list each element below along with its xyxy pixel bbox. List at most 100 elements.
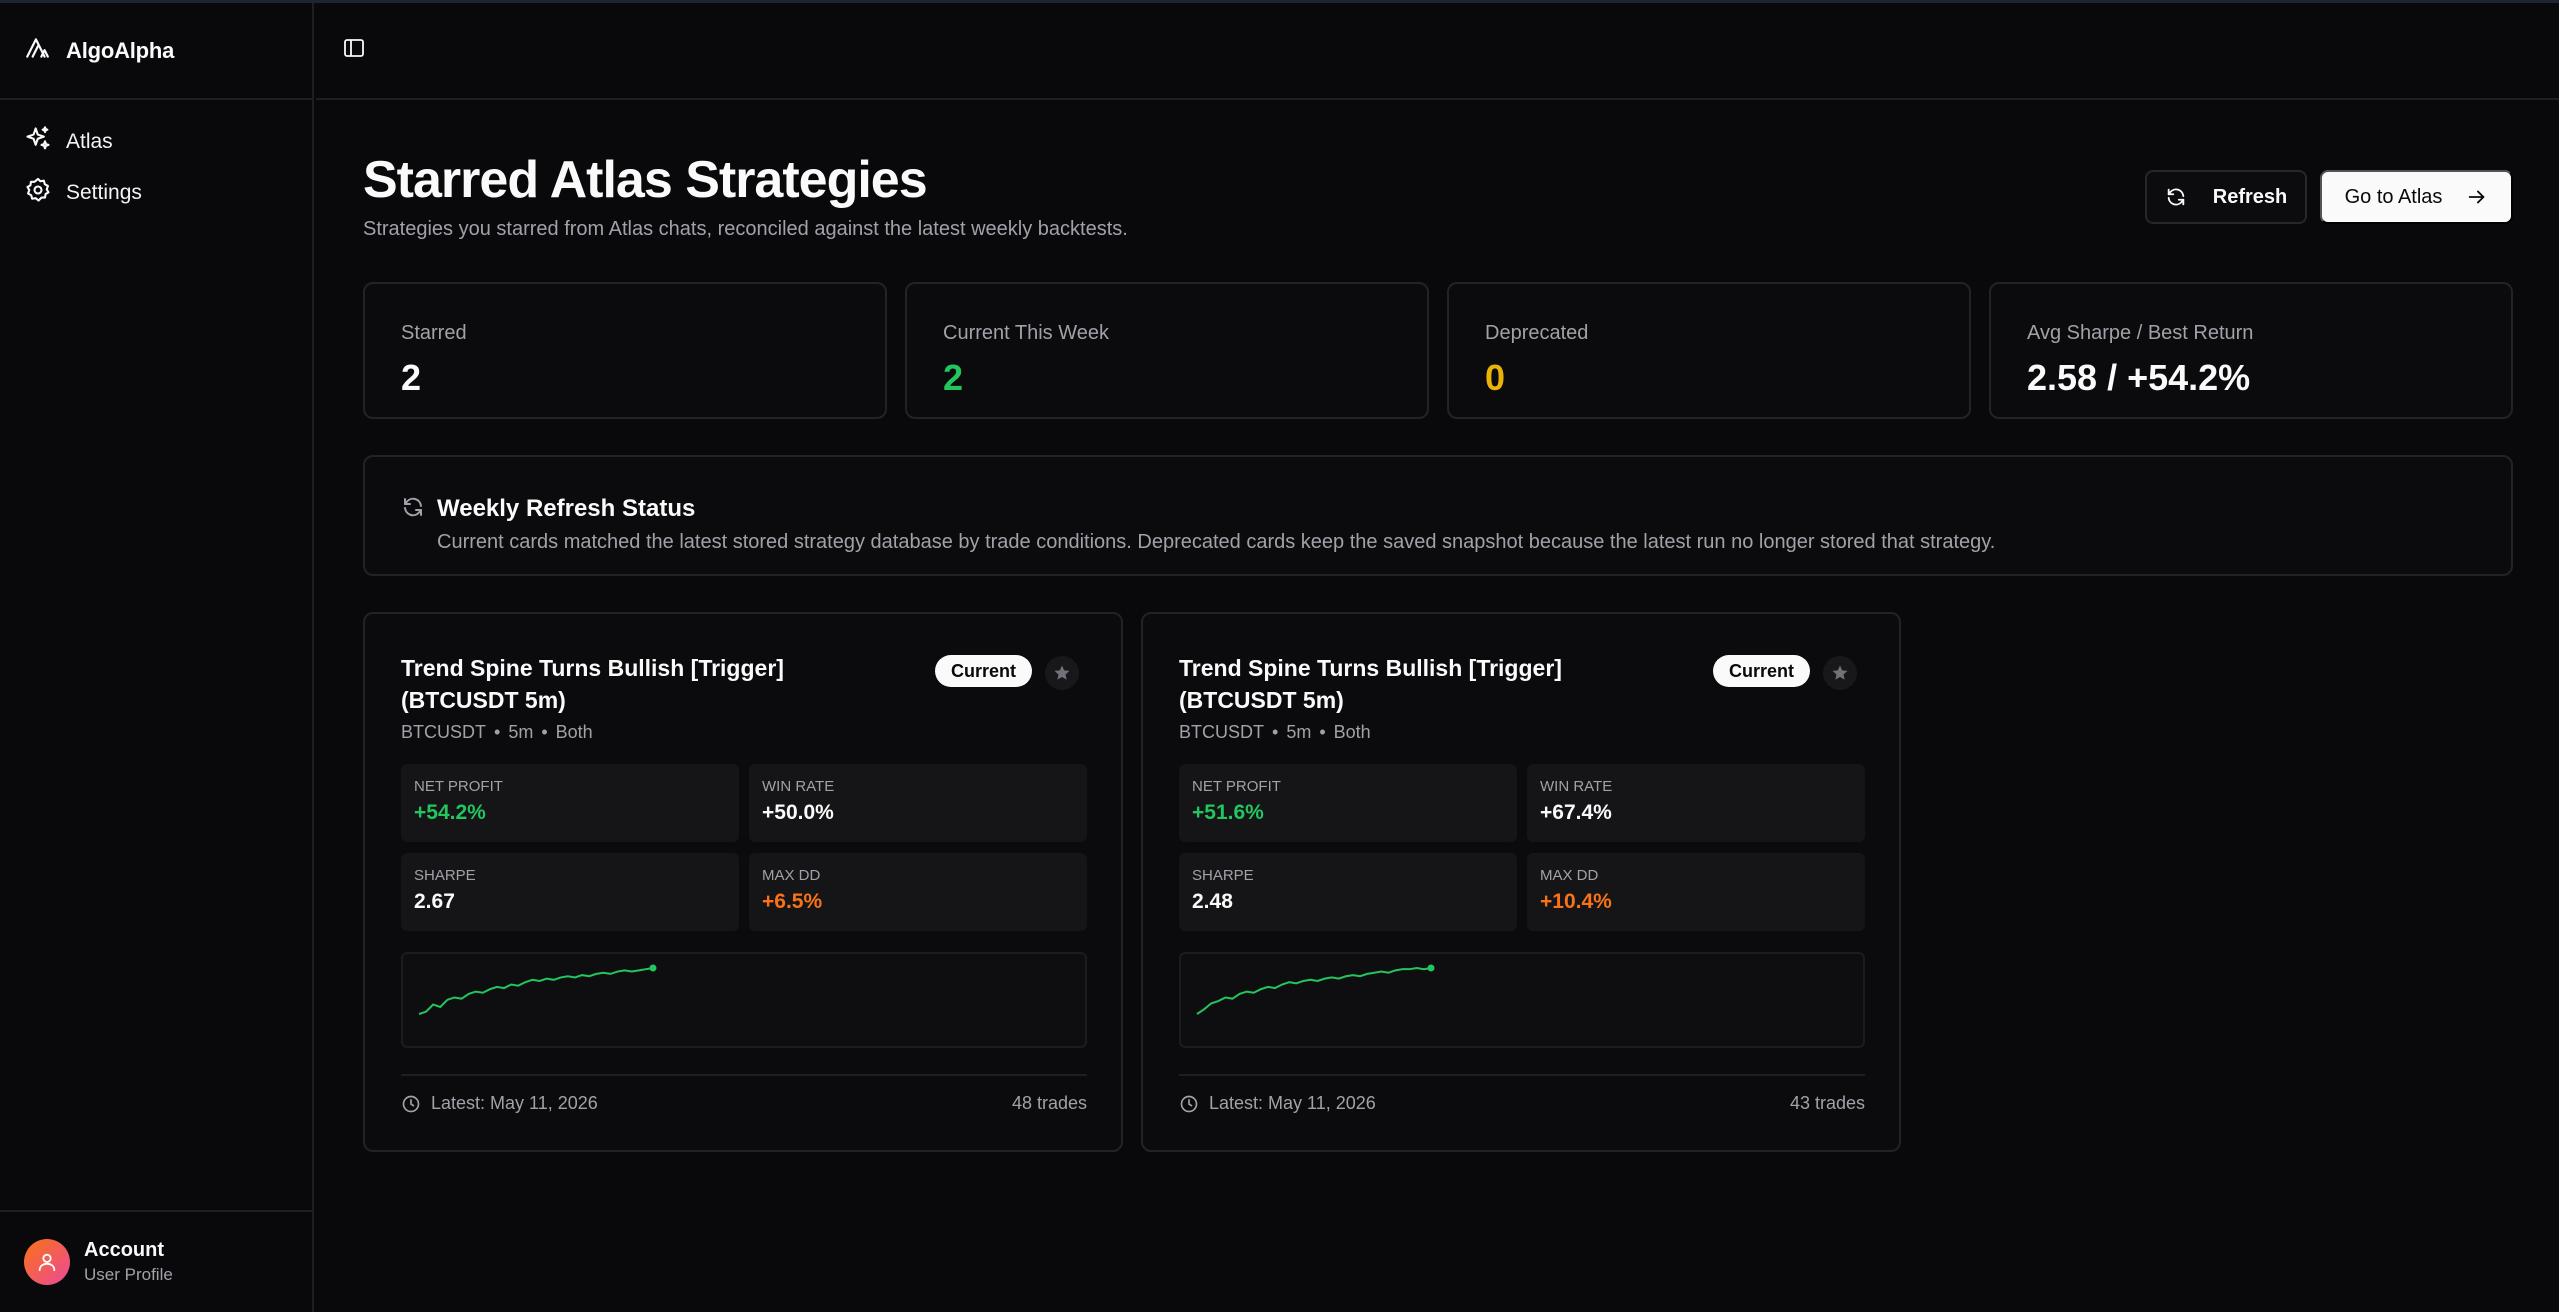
strategy-card[interactable]: Trend Spine Turns Bullish [Trigger] (BTC…: [1141, 612, 1901, 1152]
sidebar-toggle-icon[interactable]: [342, 36, 366, 65]
meta-symbol: BTCUSDT: [1179, 722, 1264, 742]
strategy-title: Trend Spine Turns Bullish [Trigger] (BTC…: [401, 655, 784, 713]
divider: [1179, 1074, 1865, 1076]
refresh-label: Refresh: [2212, 185, 2288, 208]
status-badge: Current: [935, 655, 1033, 687]
refresh-button[interactable]: Refresh: [2145, 170, 2307, 224]
star-icon: [1054, 665, 1070, 680]
star-button[interactable]: [1045, 656, 1079, 690]
metric-win-rate: WIN RATE +67.4%: [1527, 764, 1865, 842]
latest-date: Latest: May 11, 2026: [401, 1093, 598, 1114]
stat-value: 0: [1485, 357, 1506, 398]
sparkline-svg: [1196, 964, 1435, 1015]
stat-value: 2: [943, 357, 964, 398]
meta-symbol: BTCUSDT: [401, 722, 486, 742]
status-badge: Current: [1713, 655, 1811, 687]
account-name: Account: [84, 1239, 164, 1261]
metric-max-dd: MAX DD +10.4%: [1527, 853, 1865, 931]
strategy-card[interactable]: Trend Spine Turns Bullish [Trigger] (BTC…: [363, 612, 1123, 1152]
go-to-atlas-label: Go to Atlas: [2344, 185, 2443, 208]
metric-sharpe: SHARPE 2.67: [401, 853, 739, 931]
user-icon: [38, 1253, 56, 1272]
metric-value: +67.4%: [1540, 801, 1612, 824]
account-menu[interactable]: Account User Profile: [0, 1210, 312, 1312]
metric-value: +54.2%: [414, 801, 486, 824]
meta-timeframe: 5m: [1286, 722, 1312, 742]
equity-end-point: [649, 964, 657, 972]
equity-end-point: [1427, 964, 1435, 972]
metric-net-profit: NET PROFIT +54.2%: [401, 764, 739, 842]
metric-label: NET PROFIT: [1192, 778, 1281, 795]
meta-separator: •: [541, 722, 548, 742]
arrow-right-icon: [2469, 190, 2485, 204]
sidebar-item-label: Atlas: [66, 129, 113, 153]
sidebar-item-label: Settings: [66, 180, 142, 204]
metric-value: +51.6%: [1192, 801, 1264, 824]
equity-line: [418, 967, 654, 1015]
strategy-meta: BTCUSDT • 5m • Both: [401, 722, 593, 743]
metric-value: +6.5%: [762, 890, 823, 913]
stat-label: Current This Week: [943, 322, 1109, 344]
metric-label: MAX DD: [1540, 867, 1599, 884]
status-title: Weekly Refresh Status: [437, 495, 696, 522]
sidebar: AlgoAlpha Atlas Settings: [0, 3, 314, 1312]
strategy-meta: BTCUSDT • 5m • Both: [1179, 722, 1371, 743]
sidebar-nav: Atlas Settings: [0, 100, 312, 218]
metric-sharpe: SHARPE 2.48: [1179, 853, 1517, 931]
brand[interactable]: AlgoAlpha: [0, 3, 312, 100]
meta-separator: •: [1319, 722, 1326, 742]
metric-win-rate: WIN RATE +50.0%: [749, 764, 1087, 842]
stat-card-deprecated: Deprecated 0: [1447, 282, 1971, 419]
metric-value: +10.4%: [1540, 890, 1612, 913]
refresh-icon: [404, 497, 422, 517]
latest-text: Latest: May 11, 2026: [431, 1093, 598, 1113]
stat-label: Deprecated: [1485, 322, 1589, 344]
equity-sparkline: [1179, 952, 1865, 1048]
equity-sparkline: [401, 952, 1087, 1048]
metric-value: 2.67: [414, 890, 455, 913]
meta-timeframe: 5m: [508, 722, 534, 742]
meta-direction: Both: [555, 722, 593, 742]
go-to-atlas-button[interactable]: Go to Atlas: [2320, 170, 2513, 224]
card-footer: Latest: May 11, 2026 48 trades: [401, 1093, 1087, 1114]
top-accent-line: [0, 0, 2559, 3]
metric-value: 2.48: [1192, 890, 1233, 913]
stat-label: Avg Sharpe / Best Return: [2027, 322, 2254, 344]
star-icon: [1832, 665, 1848, 680]
stat-value: 2.58 / +54.2%: [2027, 357, 2251, 398]
stat-card-starred: Starred 2: [363, 282, 887, 419]
stat-card-avg-sharpe: Avg Sharpe / Best Return 2.58 / +54.2%: [1989, 282, 2513, 419]
trades-count: 48 trades: [1011, 1093, 1087, 1113]
sparkles-icon: [24, 125, 52, 158]
sidebar-item-atlas[interactable]: Atlas: [0, 116, 312, 167]
weekly-refresh-status: Weekly Refresh Status Current cards matc…: [363, 455, 2513, 576]
stat-value: 2: [401, 357, 422, 398]
star-button[interactable]: [1823, 656, 1857, 690]
card-footer: Latest: May 11, 2026 43 trades: [1179, 1093, 1865, 1114]
clock-icon: [1180, 1095, 1198, 1112]
stat-label: Starred: [401, 322, 467, 344]
stat-card-current: Current This Week 2: [905, 282, 1429, 419]
avatar: [24, 1239, 70, 1285]
metric-label: NET PROFIT: [414, 778, 503, 795]
sidebar-item-settings[interactable]: Settings: [0, 167, 312, 218]
latest-text: Latest: May 11, 2026: [1209, 1093, 1376, 1113]
meta-separator: •: [494, 722, 501, 742]
strategy-title: Trend Spine Turns Bullish [Trigger] (BTC…: [1179, 655, 1562, 713]
gear-icon: [24, 176, 52, 209]
status-description: Current cards matched the latest stored …: [437, 531, 1996, 553]
metric-net-profit: NET PROFIT +51.6%: [1179, 764, 1517, 842]
clock-icon: [402, 1095, 420, 1112]
metric-label: WIN RATE: [762, 778, 835, 795]
page-title: Starred Atlas Strategies: [363, 151, 928, 209]
metric-label: SHARPE: [1192, 867, 1254, 884]
metric-label: MAX DD: [762, 867, 821, 884]
metric-label: WIN RATE: [1540, 778, 1613, 795]
meta-separator: •: [1272, 722, 1279, 742]
strategy-cards: Trend Spine Turns Bullish [Trigger] (BTC…: [363, 612, 1901, 1152]
metric-label: SHARPE: [414, 867, 476, 884]
main-content: Starred Atlas Strategies Strategies you …: [316, 3, 2559, 1312]
stats-row: Starred 2 Current This Week 2 Deprecated…: [363, 282, 2513, 419]
metric-value: +50.0%: [762, 801, 834, 824]
sparkline-svg: [418, 964, 657, 1015]
